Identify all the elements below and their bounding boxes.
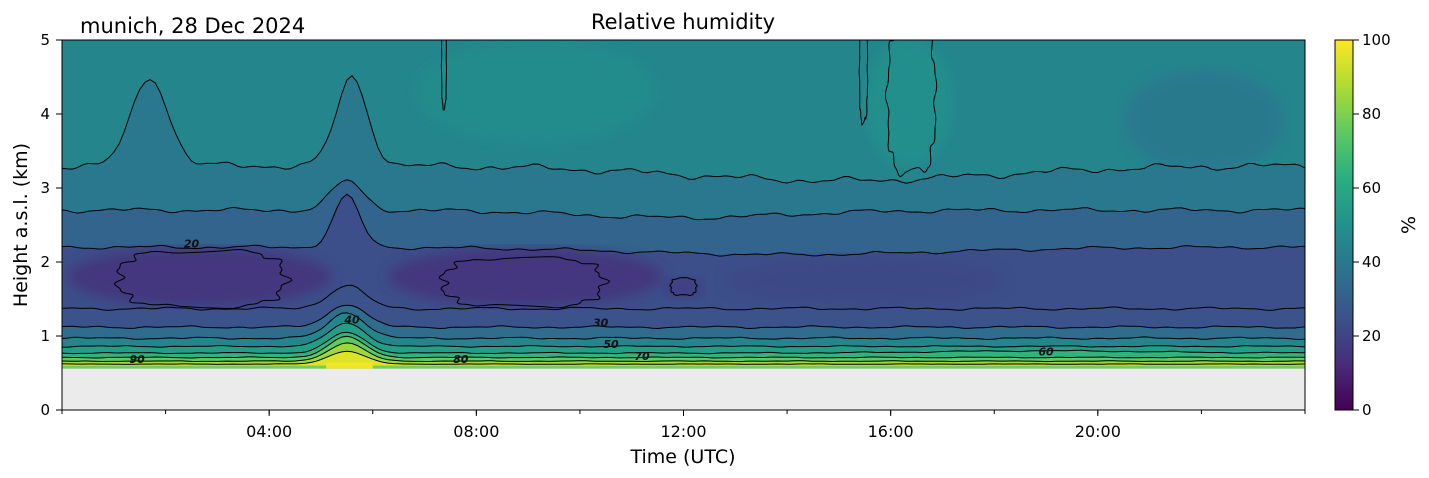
y-axis-title: Height a.s.l. (km) [10,143,32,307]
location-date-label: munich, 28 Dec 2024 [80,14,305,38]
humidity-patch [724,254,1005,307]
y-tick-label: 0 [40,401,50,419]
surface-humidity-max [326,362,373,369]
surface-humidity [62,365,1305,369]
y-tick-label: 1 [40,327,50,345]
contour-line [62,284,1305,311]
humidity-patch [67,247,332,307]
humidity-patch [864,40,953,166]
contour-line [62,335,1305,359]
contour-label: 80 [453,353,469,366]
x-tick-label: 16:00 [868,422,914,441]
contour-label: 20 [184,238,200,251]
contour-line [440,40,447,111]
contour-line [62,193,1305,257]
x-axis-title: Time (UTC) [629,446,735,468]
humidity-patches [67,40,1285,307]
contour-label: 40 [343,314,360,327]
contour-line [62,304,1305,330]
y-tick-label: 2 [40,253,50,271]
y-tick-label: 3 [40,179,50,197]
colorbar-scale [1334,39,1354,411]
colorbar-tick-label: 100 [1362,31,1391,49]
colorbar-ticks: 0 20 40 60 80 100 [1353,31,1391,419]
y-tick-label: 5 [40,31,50,49]
x-tick-label: 12:00 [660,422,706,441]
humidity-patch [414,40,658,144]
contour-line [669,277,698,297]
contour-line [62,342,1305,363]
x-axis: 04:00 08:00 12:00 16:00 20:00 [61,410,1306,441]
contour-line [884,40,938,178]
contour-line [62,74,1305,184]
contour-line [858,40,869,126]
contour-line [62,179,1305,221]
colorbar-tick-label: 0 [1362,401,1372,419]
contour-label: 90 [129,353,145,366]
chart-title: Relative humidity [591,10,775,34]
humidity-patch [1123,69,1285,174]
x-tick-label: 08:00 [453,422,499,441]
contour-line [62,312,1305,341]
contour-line [114,248,293,309]
humidity-patch [662,276,705,299]
colorbar-label: % [1398,216,1420,234]
contour-label: 30 [593,317,609,330]
plot-area: 20 40 30 50 70 80 90 60 [62,40,1305,410]
colorbar-tick-label: 80 [1362,105,1381,123]
contour-lines [62,40,1305,365]
contour-label: 70 [634,350,650,363]
contour-label: 50 [603,338,619,351]
contour-line [62,350,1305,365]
contour-line [62,331,1305,355]
x-tick-label: 20:00 [1075,422,1121,441]
humidity-field [62,40,1305,369]
contour-line [438,256,610,309]
colorbar-tick-label: 40 [1362,253,1381,271]
y-axis: 0 1 2 3 4 5 [40,31,62,419]
y-tick-label: 4 [40,105,50,123]
contour-label: 60 [1038,346,1054,359]
contour-line [62,322,1305,348]
colorbar-tick-label: 60 [1362,179,1381,197]
humidity-patch [388,247,663,307]
colorbar-tick-label: 20 [1362,327,1381,345]
contour-labels: 20 40 30 50 70 80 90 60 [129,238,1054,366]
x-tick-label: 04:00 [246,422,292,441]
colorbar: 0 20 40 60 80 100 % [1334,31,1420,419]
